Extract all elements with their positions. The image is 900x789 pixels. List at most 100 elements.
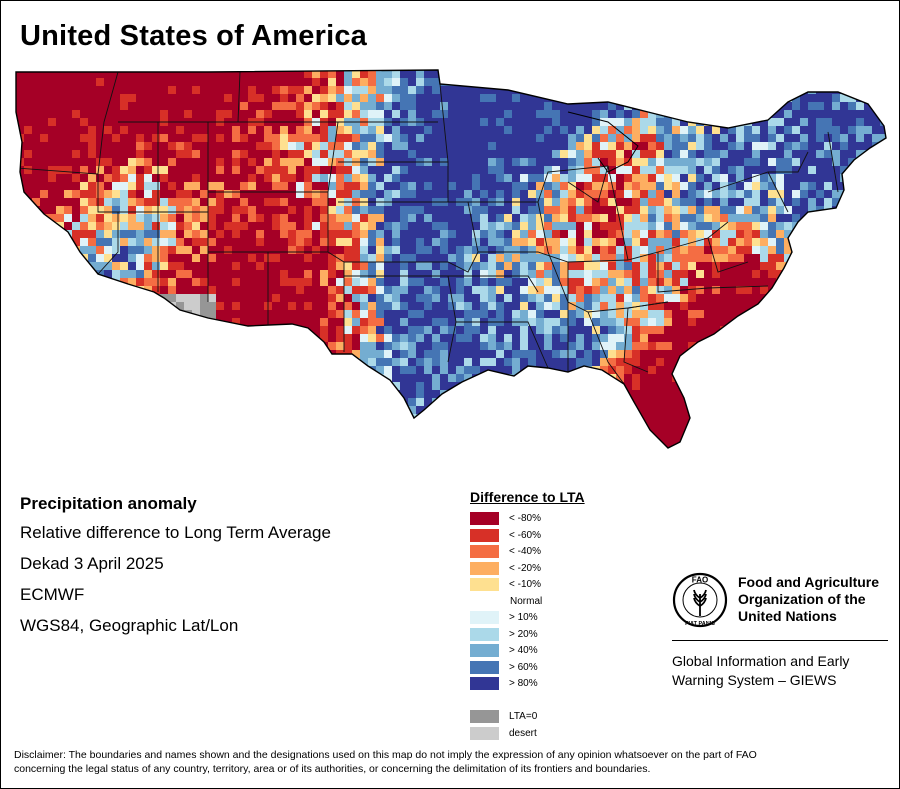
anomaly-cell (480, 150, 488, 158)
anomaly-cell (56, 110, 64, 118)
anomaly-cell (24, 126, 32, 134)
anomaly-cell (768, 174, 776, 182)
anomaly-cell (408, 110, 416, 118)
anomaly-cell (816, 174, 824, 182)
anomaly-cell (568, 198, 576, 206)
anomaly-cell (880, 406, 886, 414)
anomaly-cell (368, 134, 376, 142)
anomaly-cell (776, 382, 784, 390)
anomaly-cell (328, 278, 336, 286)
anomaly-cell (600, 302, 608, 310)
anomaly-cell (8, 326, 16, 334)
anomaly-cell (536, 134, 544, 142)
anomaly-cell (632, 334, 640, 342)
anomaly-cell (560, 238, 568, 246)
anomaly-cell (120, 230, 128, 238)
anomaly-cell (576, 134, 584, 142)
anomaly-cell (744, 326, 752, 334)
anomaly-cell (680, 86, 688, 94)
anomaly-cell (600, 166, 608, 174)
anomaly-cell (816, 278, 824, 286)
anomaly-cell (664, 414, 672, 422)
anomaly-cell (336, 414, 344, 422)
anomaly-cell (392, 254, 400, 262)
anomaly-cell (168, 126, 176, 134)
anomaly-cell (616, 350, 624, 358)
anomaly-cell (72, 174, 80, 182)
anomaly-cell (576, 390, 584, 398)
anomaly-cell (472, 134, 480, 142)
anomaly-cell (368, 278, 376, 286)
anomaly-cell (248, 214, 256, 222)
anomaly-cell (672, 310, 680, 318)
anomaly-cell (824, 398, 832, 406)
anomaly-cell (712, 414, 720, 422)
anomaly-cell (448, 94, 456, 102)
anomaly-cell (448, 110, 456, 118)
anomaly-cell (392, 134, 400, 142)
anomaly-cell (504, 142, 512, 150)
anomaly-cell (280, 302, 288, 310)
anomaly-cell (200, 406, 208, 414)
anomaly-cell (344, 214, 352, 222)
anomaly-cell (688, 302, 696, 310)
anomaly-cell (160, 182, 168, 190)
anomaly-cell (64, 182, 72, 190)
anomaly-cell (864, 246, 872, 254)
anomaly-cell (632, 62, 640, 70)
anomaly-cell (216, 294, 224, 302)
anomaly-cell (696, 350, 704, 358)
anomaly-cell (80, 358, 88, 366)
anomaly-cell (800, 126, 808, 134)
anomaly-cell (672, 158, 680, 166)
anomaly-cell (696, 262, 704, 270)
anomaly-cell (184, 166, 192, 174)
anomaly-cell (664, 78, 672, 86)
anomaly-cell (792, 366, 800, 374)
anomaly-cell (504, 302, 512, 310)
anomaly-cell (496, 382, 504, 390)
anomaly-cell (120, 358, 128, 366)
anomaly-cell (840, 134, 848, 142)
anomaly-cell (832, 110, 840, 118)
anomaly-cell (496, 342, 504, 350)
anomaly-cell (752, 190, 760, 198)
anomaly-cell (824, 342, 832, 350)
anomaly-cell (208, 62, 216, 70)
anomaly-cell (264, 350, 272, 358)
anomaly-cell (272, 414, 280, 422)
anomaly-cell (616, 198, 624, 206)
anomaly-cell (864, 270, 872, 278)
anomaly-cell (96, 190, 104, 198)
anomaly-cell (120, 294, 128, 302)
anomaly-cell (192, 142, 200, 150)
anomaly-cell (88, 238, 96, 246)
anomaly-cell (568, 334, 576, 342)
anomaly-cell (640, 286, 648, 294)
anomaly-cell (680, 358, 688, 366)
anomaly-cell (136, 254, 144, 262)
anomaly-cell (688, 358, 696, 366)
anomaly-cell (24, 182, 32, 190)
anomaly-cell (856, 406, 864, 414)
anomaly-cell (192, 198, 200, 206)
anomaly-cell (216, 262, 224, 270)
anomaly-cell (888, 294, 892, 302)
anomaly-cell (208, 126, 216, 134)
anomaly-cell (600, 78, 608, 86)
anomaly-cell (664, 86, 672, 94)
anomaly-cell (704, 150, 712, 158)
anomaly-cell (832, 238, 840, 246)
anomaly-cell (800, 254, 808, 262)
anomaly-cell (8, 174, 16, 182)
anomaly-cell (232, 78, 240, 86)
anomaly-cell (384, 142, 392, 150)
anomaly-cell (200, 150, 208, 158)
anomaly-cell (424, 62, 432, 70)
anomaly-cell (256, 310, 264, 318)
anomaly-cell (816, 126, 824, 134)
anomaly-cell (104, 158, 112, 166)
anomaly-cell (248, 270, 256, 278)
anomaly-cell (792, 382, 800, 390)
anomaly-cell (640, 326, 648, 334)
